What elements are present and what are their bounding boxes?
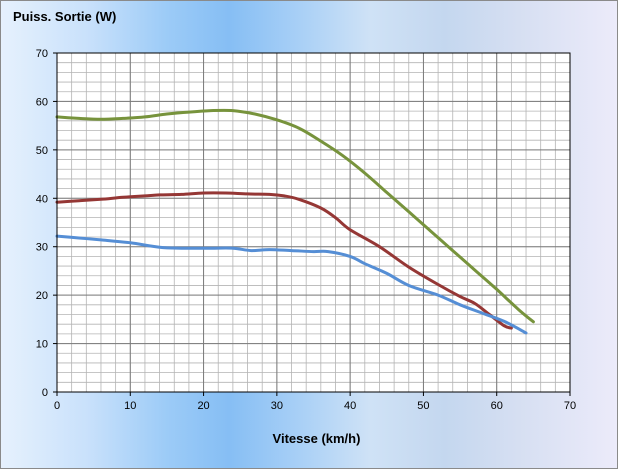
y-tick-label: 60 bbox=[36, 96, 48, 108]
x-tick-label: 30 bbox=[271, 400, 283, 412]
plot-border bbox=[56, 52, 571, 393]
y-tick-label: 70 bbox=[36, 48, 48, 60]
y-tick-label: 0 bbox=[42, 387, 48, 399]
y-tick-label: 30 bbox=[36, 242, 48, 254]
x-tick-label: 60 bbox=[491, 400, 503, 412]
chart-title: Puiss. Sortie (W) bbox=[13, 9, 116, 24]
grid bbox=[56, 52, 571, 393]
x-tick-label: 40 bbox=[344, 400, 356, 412]
x-tick-label: 10 bbox=[124, 400, 136, 412]
tick-labels: 0 10 20 30 40 50 60 70 0 10 20 30 40 50 60 70 bbox=[36, 48, 576, 412]
x-tick-label: 70 bbox=[564, 400, 576, 412]
plot-background bbox=[57, 53, 570, 392]
y-tick-label: 20 bbox=[36, 290, 48, 302]
x-tick-label: 0 bbox=[54, 400, 60, 412]
x-tick-label: 50 bbox=[417, 400, 429, 412]
y-tick-label: 10 bbox=[36, 339, 48, 351]
x-axis-title: Vitesse (km/h) bbox=[273, 431, 361, 446]
y-tick-label: 40 bbox=[36, 193, 48, 205]
series-line-2 bbox=[55, 191, 513, 330]
series-layer bbox=[55, 108, 535, 335]
x-tick-label: 20 bbox=[197, 400, 209, 412]
series-line-3 bbox=[55, 234, 528, 335]
series-line-1 bbox=[55, 108, 535, 324]
y-tick-label: 50 bbox=[36, 145, 48, 157]
